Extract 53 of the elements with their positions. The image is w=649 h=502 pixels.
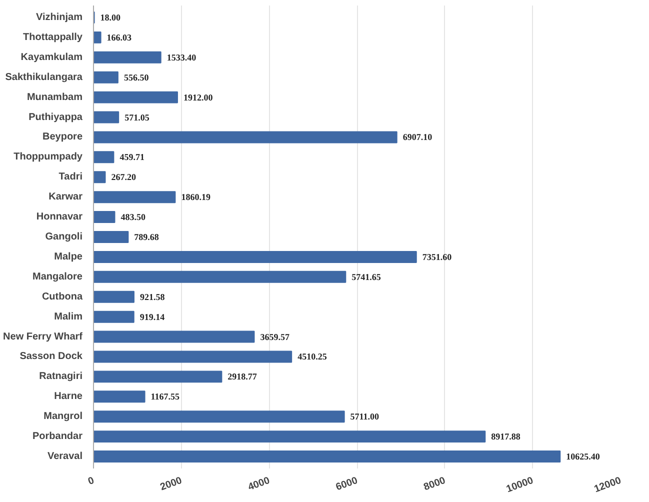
x-tick-label: 8000	[422, 475, 448, 494]
y-tick-label: New Ferry Wharf	[3, 331, 84, 342]
y-tick-label: Cutbona	[42, 291, 83, 302]
y-tick-label: Ratnagiri	[39, 371, 83, 382]
y-tick-label: Sakthikulangara	[5, 72, 83, 83]
data-label: 1912.00	[183, 92, 214, 102]
data-label: 5711.00	[350, 412, 380, 422]
x-tick-label: 2000	[158, 475, 184, 494]
y-tick-label: Porbandar	[32, 431, 83, 442]
data-label: 6907.10	[402, 132, 433, 142]
y-tick-label: Mangalore	[32, 271, 83, 282]
data-label: 789.68	[134, 232, 160, 242]
data-label: 7351.60	[422, 252, 452, 262]
y-tick-label: Malpe	[54, 251, 83, 262]
y-tick-label: Honnavar	[36, 212, 83, 223]
y-tick-label: Vizhinjam	[36, 12, 83, 23]
data-label: 1167.55	[150, 392, 180, 402]
data-label: 267.20	[111, 172, 136, 182]
y-tick-label: Thottappally	[23, 32, 83, 43]
data-label: 1533.40	[166, 52, 197, 62]
y-tick-label: Mangrol	[44, 411, 83, 422]
data-label: 8917.88	[491, 432, 521, 442]
data-label: 166.03	[106, 32, 132, 42]
data-label: 2918.77	[228, 372, 258, 382]
data-label: 3659.57	[260, 332, 290, 342]
y-tick-label: Munambam	[26, 92, 83, 103]
data-label: 571.05	[124, 112, 150, 122]
data-label: 459.71	[120, 152, 145, 162]
y-tick-label: Thoppumpady	[14, 152, 83, 163]
x-tick-label: 6000	[334, 475, 360, 494]
y-tick-label: Gangoli	[45, 232, 83, 242]
data-label: 1860.19	[181, 192, 211, 202]
data-label: 4510.25	[298, 352, 328, 362]
data-label: 18.00	[100, 12, 122, 22]
data-label: 919.14	[140, 312, 166, 322]
y-tick-label: Malim	[54, 311, 83, 322]
y-tick-label: Veraval	[47, 451, 83, 462]
x-tick-label: 4000	[246, 475, 272, 494]
data-label: 556.50	[124, 72, 150, 82]
x-tick-label: 0	[86, 475, 96, 488]
data-label: 10625.40	[566, 452, 600, 462]
data-label: 921.58	[140, 292, 166, 302]
y-tick-label: Kayamkulam	[20, 52, 83, 63]
y-tick-label: Beypore	[42, 132, 83, 143]
y-tick-label: Harne	[54, 391, 83, 402]
y-tick-label: Tadri	[58, 172, 83, 183]
x-tick-label: 10000	[505, 475, 536, 496]
x-tick-label: 12000	[592, 475, 624, 496]
data-label: 483.50	[120, 212, 146, 222]
data-label: 5741.65	[352, 272, 382, 282]
y-tick-label: Karwar	[48, 192, 83, 203]
y-tick-label: Puthiyappa	[28, 112, 83, 123]
y-tick-label: Sasson Dock	[20, 351, 83, 362]
